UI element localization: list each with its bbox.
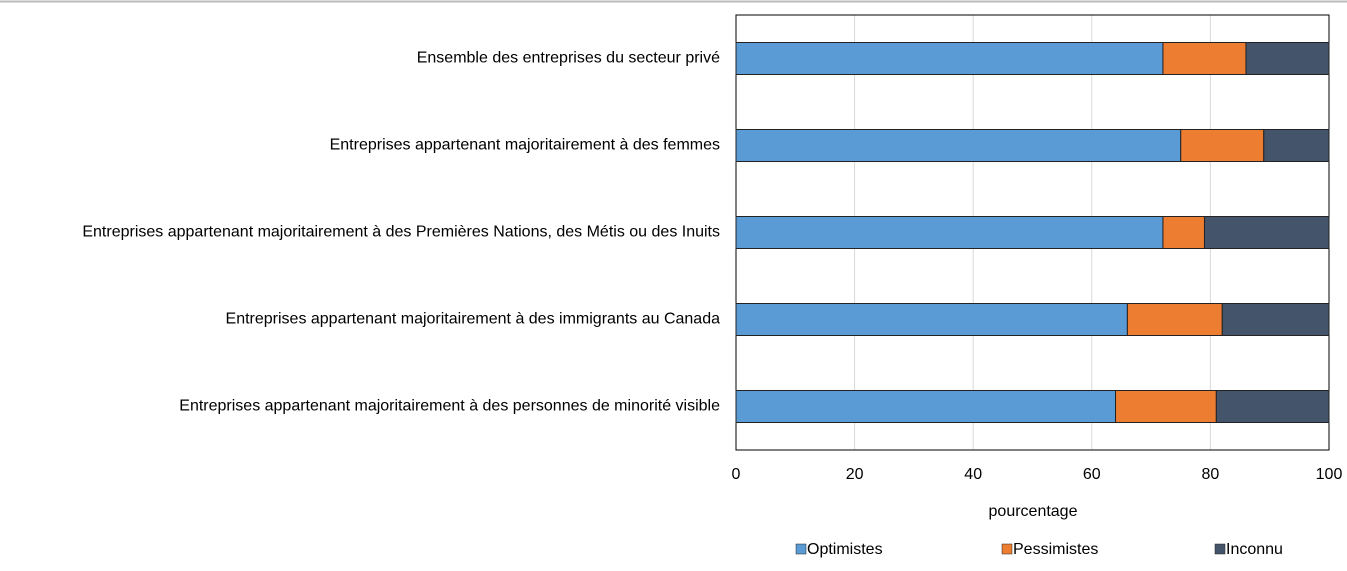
legend-swatch [1214, 543, 1226, 555]
y-tick-label: Entreprises appartenant majoritairement … [82, 224, 720, 241]
x-tick-label: 100 [1316, 466, 1343, 483]
x-tick-label: 20 [846, 466, 864, 483]
legend-label: Inconnu [1226, 541, 1283, 558]
bar-segment [1126, 303, 1223, 336]
bar-segment [735, 303, 1128, 336]
bar-segment [1263, 129, 1330, 162]
bar-segment [1180, 129, 1265, 162]
bar-segment [735, 390, 1117, 423]
bar-segment [1203, 216, 1330, 249]
bar-segment [1115, 390, 1217, 423]
y-tick-label: Entreprises appartenant majoritairement … [226, 311, 721, 328]
bar-segment [735, 216, 1164, 249]
bar-segment [1215, 390, 1330, 423]
x-tick-label: 80 [1202, 466, 1220, 483]
bar-segment [735, 42, 1164, 75]
bar-segment [1221, 303, 1330, 336]
y-tick-label: Entreprises appartenant majoritairement … [330, 137, 720, 154]
legend-label: Optimistes [807, 541, 883, 558]
legend-label: Pessimistes [1013, 541, 1098, 558]
legend-swatch [795, 543, 807, 555]
x-tick-label: 40 [964, 466, 982, 483]
bar-segment [1162, 42, 1247, 75]
y-tick-label: Ensemble des entreprises du secteur priv… [417, 50, 720, 67]
bar-segment [1245, 42, 1330, 75]
x-tick-label: 60 [1083, 466, 1101, 483]
bar-segment [735, 129, 1182, 162]
y-tick-label: Entreprises appartenant majoritairement … [179, 398, 720, 415]
bar-segment [1162, 216, 1205, 249]
legend-swatch [1001, 543, 1013, 555]
x-tick-label: 0 [732, 466, 741, 483]
x-axis-label: pourcentage [989, 503, 1078, 520]
